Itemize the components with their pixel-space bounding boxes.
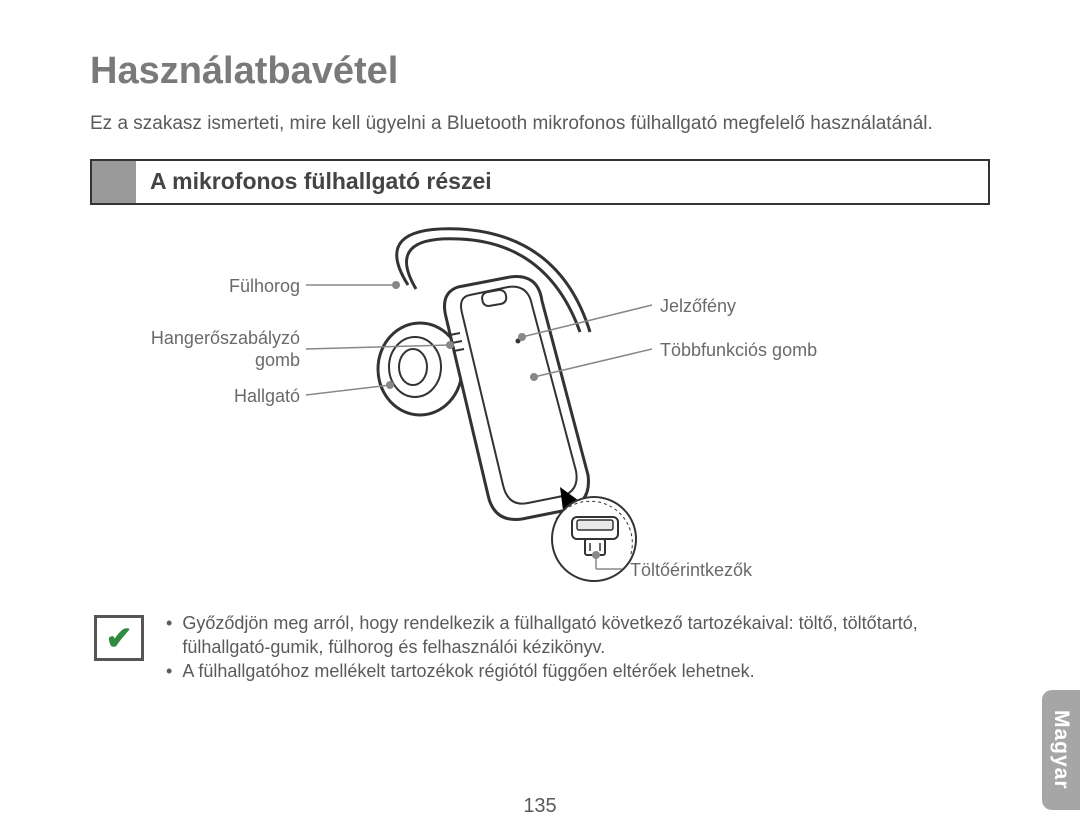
page-title: Használatbavétel (90, 50, 990, 93)
language-tab-label: Magyar (1049, 710, 1073, 790)
bullet-dot: • (166, 659, 172, 683)
section-header-bar: A mikrofonos fülhallgató részei (90, 159, 990, 205)
section-title: A mikrofonos fülhallgató részei (136, 161, 988, 203)
bullet-dot: • (166, 611, 172, 660)
headset-diagram: Fülhorog Hangerőszabályzó gomb Hallgató … (90, 217, 990, 607)
note-text: A fülhallgatóhoz mellékelt tartozékok ré… (182, 659, 754, 683)
notes-box: ✔ • Győződjön meg arról, hogy rendelkezi… (90, 611, 990, 684)
note-text: Győződjön meg arról, hogy rendelkezik a … (182, 611, 986, 660)
notes-list: • Győződjön meg arról, hogy rendelkezik … (166, 611, 986, 684)
manual-page: Használatbavétel Ez a szakasz ismerteti,… (0, 0, 1080, 840)
headset-svg (90, 217, 990, 607)
page-number: 135 (523, 795, 556, 818)
intro-paragraph: Ez a szakasz ismerteti, mire kell ügyeln… (90, 111, 990, 137)
note-item: • A fülhallgatóhoz mellékelt tartozékok … (166, 659, 986, 683)
check-icon: ✔ (94, 615, 144, 661)
section-bar-accent (92, 161, 136, 203)
language-tab: Magyar (1042, 690, 1080, 810)
note-item: • Győződjön meg arról, hogy rendelkezik … (166, 611, 986, 660)
